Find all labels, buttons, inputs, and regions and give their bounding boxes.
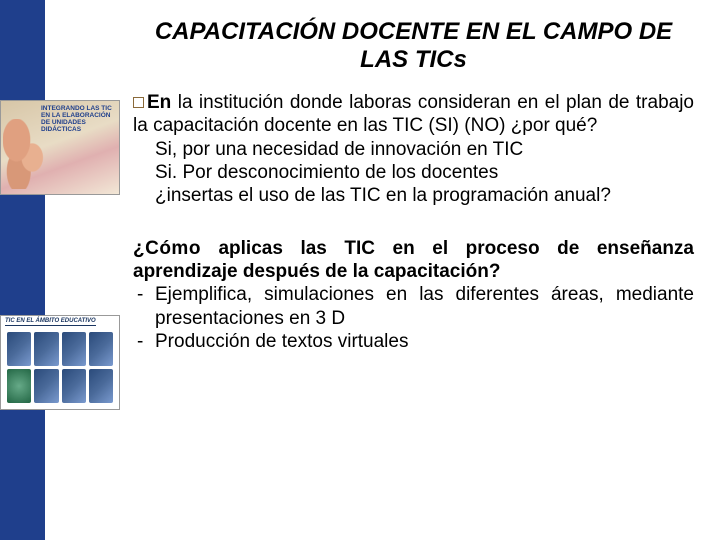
dash-icon: - <box>133 330 155 353</box>
p1-line3: Si. Por desconocimiento de los docentes <box>133 161 694 184</box>
lead-word: En <box>147 92 171 113</box>
main-content: CAPACITACIÓN DOCENTE EN EL CAMPO DE LAS … <box>115 0 720 540</box>
paragraph-1: En la institución donde laboras consider… <box>133 91 694 207</box>
p1-line4: ¿insertas el uso de las TIC en la progra… <box>133 184 694 207</box>
p1-line2: Si, por una necesidad de innovación en T… <box>133 138 694 161</box>
bullet-icon <box>133 97 144 108</box>
p1-rest: la institución donde laboras consideran … <box>133 92 694 136</box>
thumbnail-2: TIC EN EL ÁMBITO EDUCATIVO <box>0 315 120 410</box>
list-item: - Producción de textos virtuales <box>133 330 694 353</box>
question-2: ¿Cómo aplicas las TIC en el proceso de e… <box>133 237 694 283</box>
list-item-text: Producción de textos virtuales <box>155 330 694 353</box>
sidebar-thumbnails: INTEGRANDO LAS TIC EN LA ELABORACIÓN DE … <box>0 100 130 410</box>
answer-list: - Ejemplifica, simulaciones en las difer… <box>133 283 694 353</box>
slide: INTEGRANDO LAS TIC EN LA ELABORACIÓN DE … <box>0 0 720 540</box>
list-item: - Ejemplifica, simulaciones en las difer… <box>133 283 694 329</box>
thumbnail-2-caption: TIC EN EL ÁMBITO EDUCATIVO <box>5 318 96 326</box>
thumbnail-1-caption: INTEGRANDO LAS TIC EN LA ELABORACIÓN DE … <box>41 105 116 134</box>
thumbnail-1: INTEGRANDO LAS TIC EN LA ELABORACIÓN DE … <box>0 100 120 195</box>
q2-rest: aplicas las TIC en el proceso de enseñan… <box>133 238 694 282</box>
q2-lead: ¿Cómo <box>133 238 201 259</box>
thumbnail-2-grid <box>7 332 113 403</box>
dash-icon: - <box>133 283 155 329</box>
paragraph-2: ¿Cómo aplicas las TIC en el proceso de e… <box>133 237 694 353</box>
slide-title: CAPACITACIÓN DOCENTE EN EL CAMPO DE LAS … <box>133 18 694 73</box>
list-item-text: Ejemplifica, simulaciones en las diferen… <box>155 283 694 329</box>
